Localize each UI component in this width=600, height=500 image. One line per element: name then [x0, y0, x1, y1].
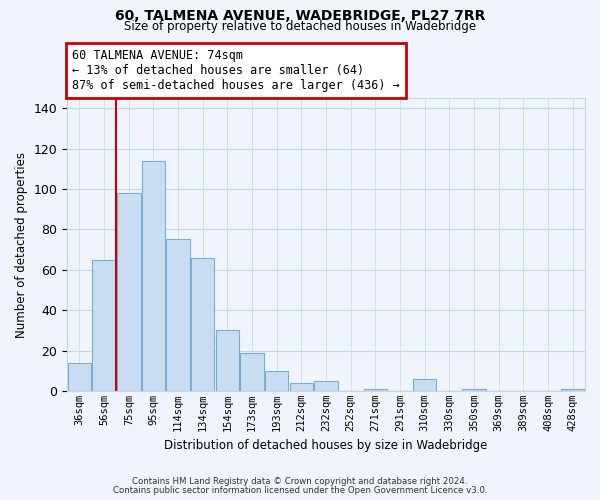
Text: Contains public sector information licensed under the Open Government Licence v3: Contains public sector information licen… [113, 486, 487, 495]
Bar [314, 381, 338, 391]
Bar [561, 389, 584, 391]
Bar [463, 389, 486, 391]
Text: 60 TALMENA AVENUE: 74sqm
← 13% of detached houses are smaller (64)
87% of semi-d: 60 TALMENA AVENUE: 74sqm ← 13% of detach… [73, 50, 400, 92]
Bar [166, 240, 190, 391]
X-axis label: Distribution of detached houses by size in Wadebridge: Distribution of detached houses by size … [164, 440, 488, 452]
Bar [290, 383, 313, 391]
Text: Contains HM Land Registry data © Crown copyright and database right 2024.: Contains HM Land Registry data © Crown c… [132, 477, 468, 486]
Bar [265, 370, 289, 391]
Bar [68, 362, 91, 391]
Bar [191, 258, 214, 391]
Bar [142, 161, 165, 391]
Text: Size of property relative to detached houses in Wadebridge: Size of property relative to detached ho… [124, 20, 476, 33]
Bar [413, 379, 436, 391]
Text: 60, TALMENA AVENUE, WADEBRIDGE, PL27 7RR: 60, TALMENA AVENUE, WADEBRIDGE, PL27 7RR [115, 9, 485, 23]
Y-axis label: Number of detached properties: Number of detached properties [15, 152, 28, 338]
Bar [216, 330, 239, 391]
Bar [117, 193, 140, 391]
Bar [241, 352, 264, 391]
Bar [364, 389, 387, 391]
Bar [92, 260, 116, 391]
